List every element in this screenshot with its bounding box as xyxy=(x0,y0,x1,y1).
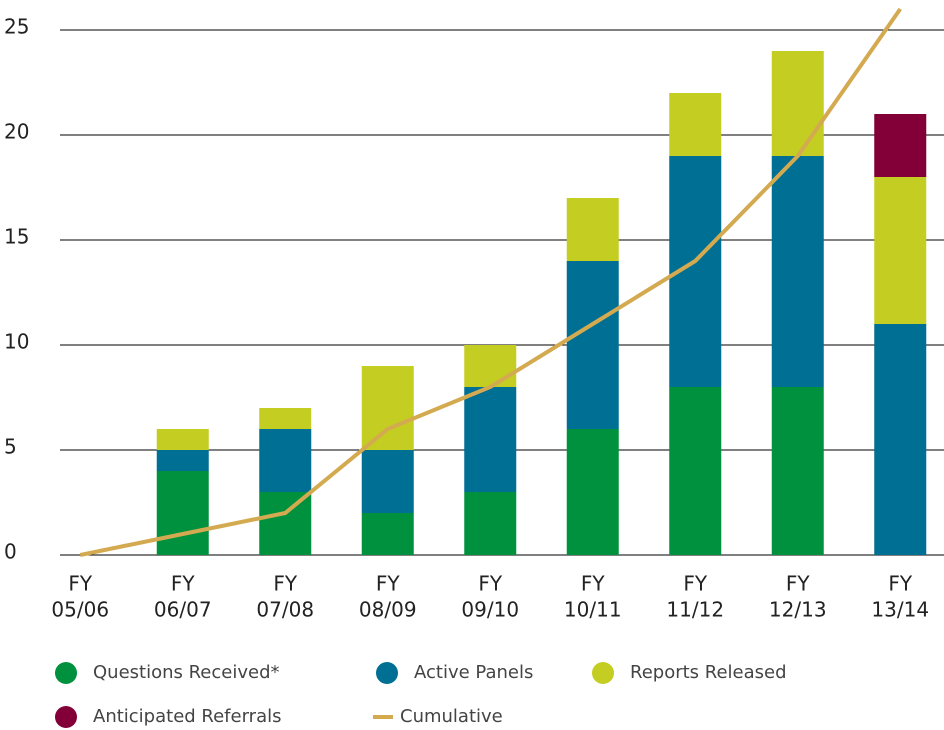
legend-label: Active Panels xyxy=(414,662,533,683)
x-tick-label: 12/13 xyxy=(769,598,827,622)
bar-segment xyxy=(361,366,414,450)
bar-segment xyxy=(566,198,619,261)
x-tick-label: 11/12 xyxy=(666,598,724,622)
x-tick-label: 13/14 xyxy=(871,598,929,622)
x-tick-label: FY xyxy=(478,572,503,596)
bar-segment xyxy=(566,429,619,555)
legend-marker xyxy=(55,662,77,684)
y-tick-label: 15 xyxy=(4,225,29,249)
legend-label: Reports Released xyxy=(630,662,787,683)
legend-marker xyxy=(592,662,614,684)
bar-segment xyxy=(566,261,619,429)
x-tick-label: 05/06 xyxy=(51,598,109,622)
bar-segment xyxy=(361,450,414,513)
x-tick-label: FY xyxy=(888,572,913,596)
x-tick-label: 10/11 xyxy=(564,598,622,622)
legend-label: Anticipated Referrals xyxy=(93,706,282,727)
bar-segment xyxy=(874,324,927,555)
bar-segment xyxy=(771,387,824,555)
y-tick-label: 5 xyxy=(4,435,17,459)
bar-segment xyxy=(156,450,209,471)
bar-segment xyxy=(874,177,927,324)
bar-segment xyxy=(156,429,209,450)
x-tick-label: 07/08 xyxy=(256,598,314,622)
bar-segment xyxy=(771,51,824,156)
bar-segment xyxy=(259,492,312,555)
y-tick-label: 0 xyxy=(4,540,17,564)
x-tick-label: FY xyxy=(171,572,196,596)
x-tick-label: 08/09 xyxy=(359,598,417,622)
cumulative-line xyxy=(79,7,902,557)
legend-label: Cumulative xyxy=(400,706,503,727)
legend-marker xyxy=(55,706,77,728)
x-tick-label: FY xyxy=(68,572,93,596)
x-tick-label: FY xyxy=(273,572,298,596)
legend-label: Questions Received* xyxy=(93,662,280,683)
x-tick-label: FY xyxy=(376,572,401,596)
bar-segment xyxy=(259,429,312,492)
bar-segment xyxy=(259,408,312,429)
x-tick-label: FY xyxy=(786,572,811,596)
bar-segment xyxy=(669,93,722,156)
y-tick-label: 20 xyxy=(4,120,29,144)
bar-segment xyxy=(464,345,517,387)
bar-segment xyxy=(464,492,517,555)
x-tick-label: FY xyxy=(581,572,606,596)
legend-marker xyxy=(376,662,398,684)
bar-segment xyxy=(464,387,517,492)
y-tick-label: 10 xyxy=(4,330,29,354)
bar-segment xyxy=(669,387,722,555)
bar-segment xyxy=(771,156,824,387)
x-tick-label: 06/07 xyxy=(154,598,212,622)
x-tick-label: 09/10 xyxy=(461,598,519,622)
bar-segment xyxy=(874,114,927,177)
bar-segment xyxy=(361,513,414,555)
x-tick-label: FY xyxy=(683,572,708,596)
y-tick-label: 25 xyxy=(4,15,29,39)
bar-segment xyxy=(156,471,209,555)
